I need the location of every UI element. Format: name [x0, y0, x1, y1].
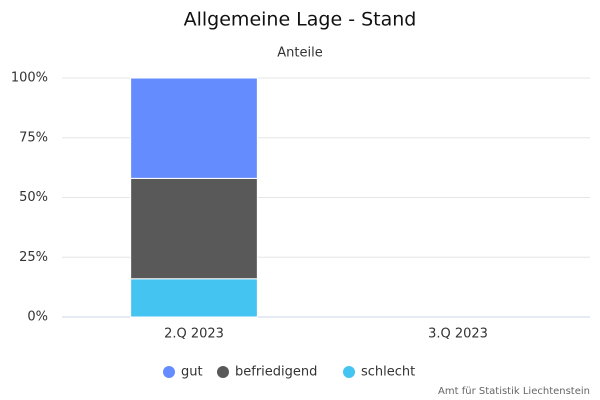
bar-segment	[130, 77, 258, 179]
y-tick-label: 75%	[19, 130, 48, 145]
legend-marker	[217, 366, 229, 378]
credits: Amt für Statistik Liechtenstein	[438, 386, 590, 397]
x-tick-label: 3.Q 2023	[428, 327, 488, 342]
legend-label: befriedigend	[235, 365, 317, 380]
bar-segment	[130, 177, 258, 280]
y-tick-label: 100%	[11, 71, 48, 86]
legend-label: gut	[181, 365, 203, 380]
y-tick-label: 50%	[19, 190, 48, 205]
y-tick-label: 25%	[19, 250, 48, 265]
chart-title: Allgemeine Lage - Stand	[184, 9, 417, 31]
bar-segment	[130, 278, 258, 318]
y-tick-label: 0%	[27, 310, 48, 325]
x-tick-label: 2.Q 2023	[164, 327, 224, 342]
chart-subtitle: Anteile	[277, 46, 322, 61]
legend-marker	[343, 366, 355, 378]
legend-label: schlecht	[361, 365, 415, 380]
legend-marker	[163, 366, 175, 378]
